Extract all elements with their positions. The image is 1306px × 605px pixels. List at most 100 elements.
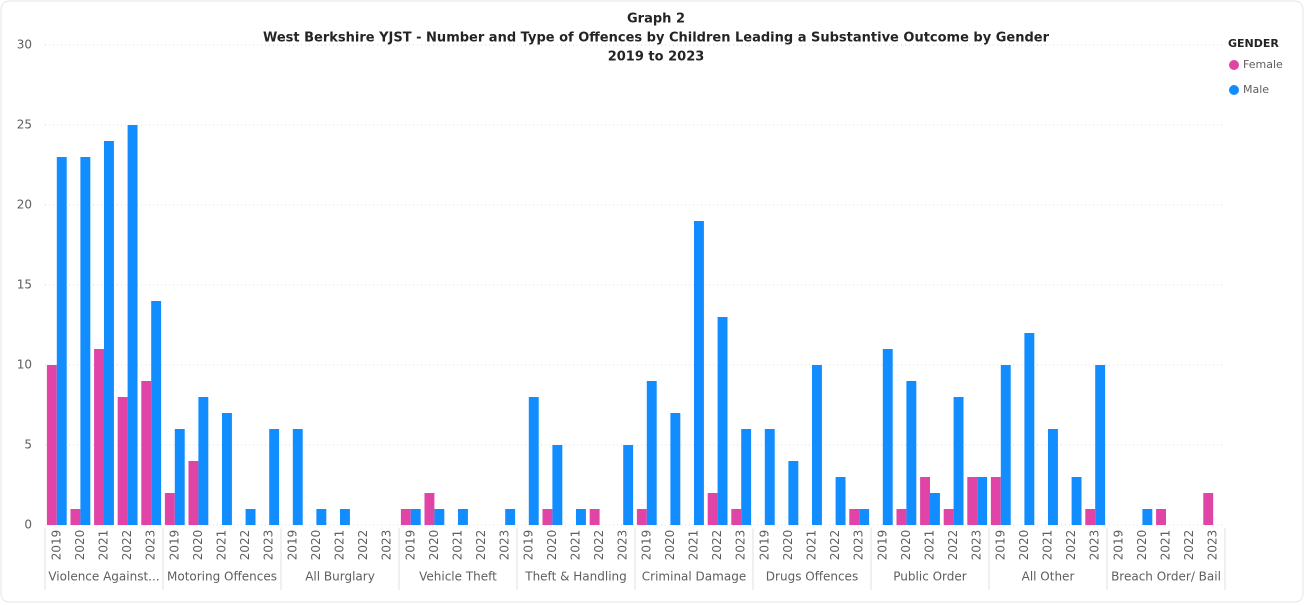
- y-tick-label: 20: [17, 198, 32, 212]
- x-tick-label: 2019: [639, 530, 653, 561]
- y-tick-label: 5: [24, 438, 32, 452]
- x-tick-label: 2022: [1064, 530, 1078, 561]
- bar: [1071, 477, 1082, 525]
- x-tick-label: 2019: [49, 530, 63, 561]
- bar: [623, 445, 634, 525]
- bar: [731, 509, 742, 525]
- bar: [94, 349, 104, 525]
- bar: [552, 445, 563, 525]
- bar: [458, 509, 468, 525]
- bar: [882, 349, 893, 525]
- x-tick-label: 2021: [569, 530, 583, 561]
- bar: [1142, 509, 1153, 525]
- x-tick-label: 2022: [120, 530, 134, 561]
- chart-title: West Berkshire YJST - Number and Type of…: [263, 31, 1050, 46]
- bar: [222, 413, 232, 525]
- bar: [400, 509, 411, 525]
- group-label: Criminal Damage: [642, 570, 746, 584]
- x-tick-label: 2022: [828, 530, 842, 561]
- x-tick-label: 2021: [687, 530, 701, 561]
- bar: [953, 397, 964, 525]
- chart-title: Graph 2: [627, 12, 685, 27]
- x-tick-label: 2020: [309, 530, 323, 561]
- bar: [859, 509, 870, 525]
- bar: [694, 221, 704, 525]
- x-tick-label: 2021: [451, 530, 465, 561]
- bar: [316, 509, 327, 525]
- x-tick-label: 2022: [356, 530, 370, 561]
- legend-marker: [1229, 85, 1239, 95]
- bar: [164, 493, 175, 525]
- bar: [576, 509, 586, 525]
- bar: [943, 509, 954, 525]
- x-tick-label: 2022: [1182, 530, 1196, 561]
- x-tick-label: 2019: [403, 530, 417, 561]
- x-tick-label: 2022: [238, 530, 252, 561]
- group-label: Drugs Offences: [766, 570, 858, 584]
- x-tick-label: 2021: [97, 530, 111, 561]
- x-tick-label: 2023: [1088, 530, 1102, 561]
- bar: [589, 509, 600, 525]
- bar: [930, 493, 940, 525]
- x-tick-label: 2023: [1206, 530, 1220, 561]
- x-tick-label: 2023: [380, 530, 394, 561]
- bar: [542, 509, 553, 525]
- bar: [505, 509, 516, 525]
- bar: [141, 381, 152, 525]
- x-tick-label: 2023: [262, 530, 276, 561]
- x-tick-label: 2020: [1017, 530, 1031, 561]
- bar: [990, 477, 1001, 525]
- bar: [1156, 509, 1166, 525]
- bar: [1203, 493, 1214, 525]
- group-label: Public Order: [893, 570, 966, 584]
- x-tick-label: 2023: [144, 530, 158, 561]
- y-tick-label: 0: [24, 518, 32, 532]
- x-tick-label: 2022: [592, 530, 606, 561]
- x-tick-label: 2020: [545, 530, 559, 561]
- legend-title: GENDER: [1228, 37, 1279, 50]
- x-tick-label: 2022: [710, 530, 724, 561]
- group-label: Theft & Handling: [524, 570, 627, 584]
- x-tick-label: 2019: [993, 530, 1007, 561]
- group-label: Motoring Offences: [167, 570, 277, 584]
- bar: [340, 509, 350, 525]
- x-tick-label: 2020: [899, 530, 913, 561]
- x-tick-label: 2020: [427, 530, 441, 561]
- x-tick-label: 2019: [167, 530, 181, 561]
- x-tick-label: 2022: [474, 530, 488, 561]
- y-tick-label: 15: [17, 278, 32, 292]
- x-tick-label: 2021: [333, 530, 347, 561]
- y-tick-label: 10: [17, 358, 32, 372]
- x-tick-label: 2020: [781, 530, 795, 561]
- x-tick-label: 2019: [875, 530, 889, 561]
- bar: [1024, 333, 1035, 525]
- legend-label: Female: [1243, 58, 1283, 71]
- x-tick-label: 2022: [946, 530, 960, 561]
- bar: [707, 493, 718, 525]
- bar: [174, 429, 185, 525]
- bar: [967, 477, 978, 525]
- bar: [198, 397, 209, 525]
- bar: [646, 381, 657, 525]
- x-tick-label: 2020: [73, 530, 87, 561]
- bar: [117, 397, 128, 525]
- y-tick-label: 25: [17, 118, 32, 132]
- bar: [56, 157, 67, 525]
- x-tick-label: 2023: [970, 530, 984, 561]
- x-tick-label: 2020: [1135, 530, 1149, 561]
- bar: [1085, 509, 1096, 525]
- bar: [80, 157, 91, 525]
- bar: [764, 429, 775, 525]
- group-label: Vehicle Theft: [419, 570, 497, 584]
- bar: [1095, 365, 1106, 525]
- group-label: All Other: [1022, 570, 1075, 584]
- bar: [245, 509, 256, 525]
- y-tick-label: 30: [17, 38, 32, 52]
- bar: [410, 509, 421, 525]
- bar: [127, 125, 138, 525]
- bar: [636, 509, 647, 525]
- bar: [104, 141, 114, 525]
- bar: [788, 461, 799, 525]
- bar: [70, 509, 81, 525]
